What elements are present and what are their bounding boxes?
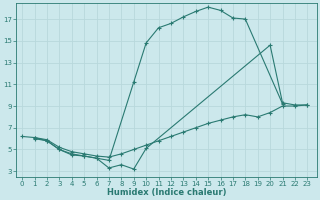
X-axis label: Humidex (Indice chaleur): Humidex (Indice chaleur): [107, 188, 226, 197]
